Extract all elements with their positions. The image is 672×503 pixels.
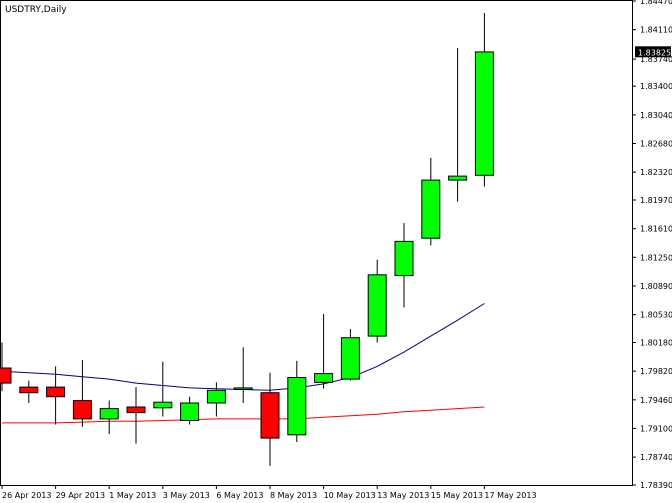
y-tick-label: 1.79820 [640,367,672,376]
y-tick-label: 1.82320 [640,168,672,177]
candle [448,47,468,202]
candle [180,396,200,425]
y-axis: 1.84470 1.84110 1.83740 1.83400 1.83040 1.826… [632,0,672,490]
x-axis: 26 Apr 2013 29 Apr 2013 1 May 2013 3 May 20… [1,485,537,500]
y-tick-label: 1.80180 [640,339,672,348]
candle [0,342,12,392]
candle-body [340,337,360,380]
plot-frame [0,0,633,486]
x-tick-label: 10 May 2013 [324,491,376,500]
candle-body [46,386,66,398]
y-tick-label: 1.83740 [640,55,672,64]
candle-body [287,377,307,436]
candle [206,382,226,417]
candle [233,347,253,404]
candle [19,380,39,404]
candle [474,12,494,187]
y-tick-label: 1.84110 [640,26,672,35]
x-tick-label: 26 Apr 2013 [2,491,51,500]
candle [72,360,92,427]
candle-body [126,406,146,414]
candle-body [314,373,334,383]
candle-body [421,179,441,239]
candle [99,400,119,435]
candle-body [19,386,39,394]
candle-body [448,175,468,181]
candle-body [233,387,253,390]
candle-body [394,240,414,277]
y-tick-label: 1.82680 [640,139,672,148]
candle-body [260,392,280,439]
y-tick-label: 1.81250 [640,253,672,262]
chart-title: USDTRY,Daily [5,5,67,15]
y-tick-label: 1.80530 [640,311,672,320]
x-tick-label: 8 May 2013 [270,491,317,500]
candle [287,360,307,443]
x-tick-label: 17 May 2013 [484,491,536,500]
y-tick-label: 1.78740 [640,453,672,462]
candle [421,157,441,246]
candle-body [153,401,173,409]
price-tag-label: 1.83825 [638,48,671,57]
y-tick-label: 1.81610 [640,225,672,234]
y-tick-label: 1.81970 [640,196,672,205]
price-tag-box [635,46,671,58]
candle-body [367,274,387,337]
candle-body [180,402,200,421]
candle-body [0,367,12,384]
candles [0,12,494,466]
candle [340,328,360,381]
candle [260,372,280,466]
x-tick-label: 3 May 2013 [163,491,210,500]
y-tick-label: 1.78390 [640,481,672,490]
x-tick-label: 1 May 2013 [109,491,156,500]
candle-body [72,400,92,420]
candle [46,366,66,425]
candle [126,387,146,444]
candle [367,259,387,343]
current-price-tag: 1.83825 [635,46,671,58]
y-tick-label: 1.80890 [640,282,672,291]
candle-body [99,408,119,420]
x-tick-label: 13 May 2013 [377,491,429,500]
candle [314,313,334,389]
x-tick-label: 6 May 2013 [216,491,263,500]
y-tick-label: 1.84470 [640,0,672,6]
y-tick-label: 1.79460 [640,396,672,405]
x-tick-label: 29 Apr 2013 [56,491,105,500]
candle-body [206,389,226,404]
y-tick-label: 1.83400 [640,82,672,91]
candle [394,223,414,308]
candle-body [474,51,494,176]
x-tick-label: 15 May 2013 [431,491,483,500]
y-tick-label: 1.79100 [640,424,672,433]
candle [153,361,173,417]
y-tick-label: 1.83040 [640,111,672,120]
